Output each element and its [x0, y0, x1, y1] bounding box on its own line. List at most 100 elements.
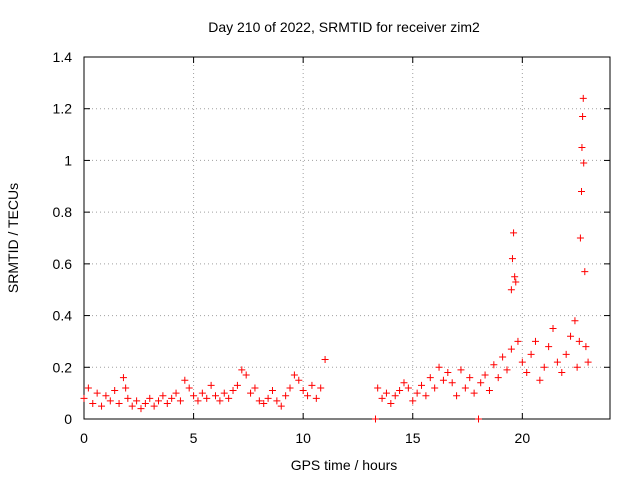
data-point [579, 94, 587, 102]
data-point [207, 381, 215, 389]
data-point [198, 389, 206, 397]
data-point [499, 353, 507, 361]
y-axis-label: SRMTID / TECUs [5, 183, 21, 293]
data-point [247, 389, 255, 397]
data-point [531, 337, 539, 345]
data-point [194, 397, 202, 405]
x-axis-label: GPS time / hours [291, 457, 398, 473]
data-point [558, 368, 566, 376]
y-tick-label: 1 [64, 152, 72, 168]
data-point [510, 229, 518, 237]
data-point [511, 273, 519, 281]
data-point [409, 397, 417, 405]
data-point [286, 384, 294, 392]
grid-lines [84, 57, 610, 419]
data-point [382, 389, 390, 397]
data-point [490, 361, 498, 369]
chart-title: Day 210 of 2022, SRMTID for receiver zim… [208, 19, 480, 35]
data-point [567, 332, 575, 340]
y-tick-label: 0 [64, 411, 72, 427]
data-point [578, 144, 586, 151]
data-point [396, 387, 404, 395]
x-tick-label: 0 [80, 430, 88, 446]
data-point [523, 368, 531, 376]
data-point [571, 317, 579, 325]
data-point [133, 397, 141, 405]
data-point [308, 381, 316, 389]
data-point [295, 376, 303, 384]
data-point [536, 376, 544, 384]
data-point [80, 394, 88, 402]
data-point [93, 389, 101, 397]
data-point [475, 415, 482, 423]
data-point [89, 399, 97, 407]
data-point [282, 392, 290, 400]
data-point [242, 371, 250, 379]
data-point [255, 397, 263, 405]
data-point [163, 399, 171, 407]
data-point [518, 358, 526, 366]
x-tick-label: 15 [405, 430, 421, 446]
data-point [98, 402, 106, 410]
data-point [124, 394, 132, 402]
data-point [540, 363, 548, 371]
data-point [578, 187, 586, 195]
data-point [503, 366, 511, 374]
data-point [387, 399, 395, 407]
data-point [439, 376, 447, 384]
plot-frame [83, 56, 611, 420]
data-point [212, 392, 219, 400]
data-point [582, 343, 590, 351]
data-point [317, 384, 325, 392]
data-point [581, 268, 589, 276]
data-point [137, 405, 145, 413]
x-tick-label: 5 [190, 430, 198, 446]
data-point [260, 399, 268, 407]
data-point [299, 387, 307, 395]
data-point [371, 415, 379, 423]
data-point [102, 392, 110, 400]
data-point [220, 389, 228, 397]
data-point [203, 394, 211, 402]
data-point [404, 384, 412, 392]
data-point [229, 387, 237, 395]
data-point [146, 394, 154, 402]
data-point [580, 159, 588, 167]
data-point [444, 368, 452, 376]
data-point [494, 374, 502, 382]
data-point [374, 384, 382, 392]
data-point [431, 384, 439, 392]
data-point [507, 286, 515, 294]
data-point [576, 234, 584, 242]
data-point [115, 399, 123, 407]
data-point [527, 350, 535, 358]
data-point [268, 387, 276, 395]
data-point [290, 371, 298, 379]
data-point [264, 394, 272, 402]
data-point [225, 394, 233, 402]
y-tick-label: 0.2 [53, 359, 73, 375]
data-point [378, 394, 386, 402]
x-tick-label: 10 [295, 430, 311, 446]
data-point [426, 374, 434, 382]
data-point [466, 374, 474, 382]
data-point [514, 337, 522, 345]
data-point [150, 402, 158, 410]
data-point [575, 337, 583, 345]
data-point [457, 366, 465, 374]
data-point [321, 356, 329, 364]
data-point [413, 389, 421, 397]
data-point [448, 379, 456, 387]
data-point [172, 389, 180, 397]
data-point [584, 358, 592, 366]
x-tick-label: 20 [515, 430, 531, 446]
data-point [155, 397, 163, 405]
data-point [391, 392, 399, 400]
data-point [477, 379, 485, 387]
data-point [233, 381, 241, 389]
data-point [453, 392, 461, 400]
data-point [418, 381, 426, 389]
data-point [216, 397, 224, 405]
